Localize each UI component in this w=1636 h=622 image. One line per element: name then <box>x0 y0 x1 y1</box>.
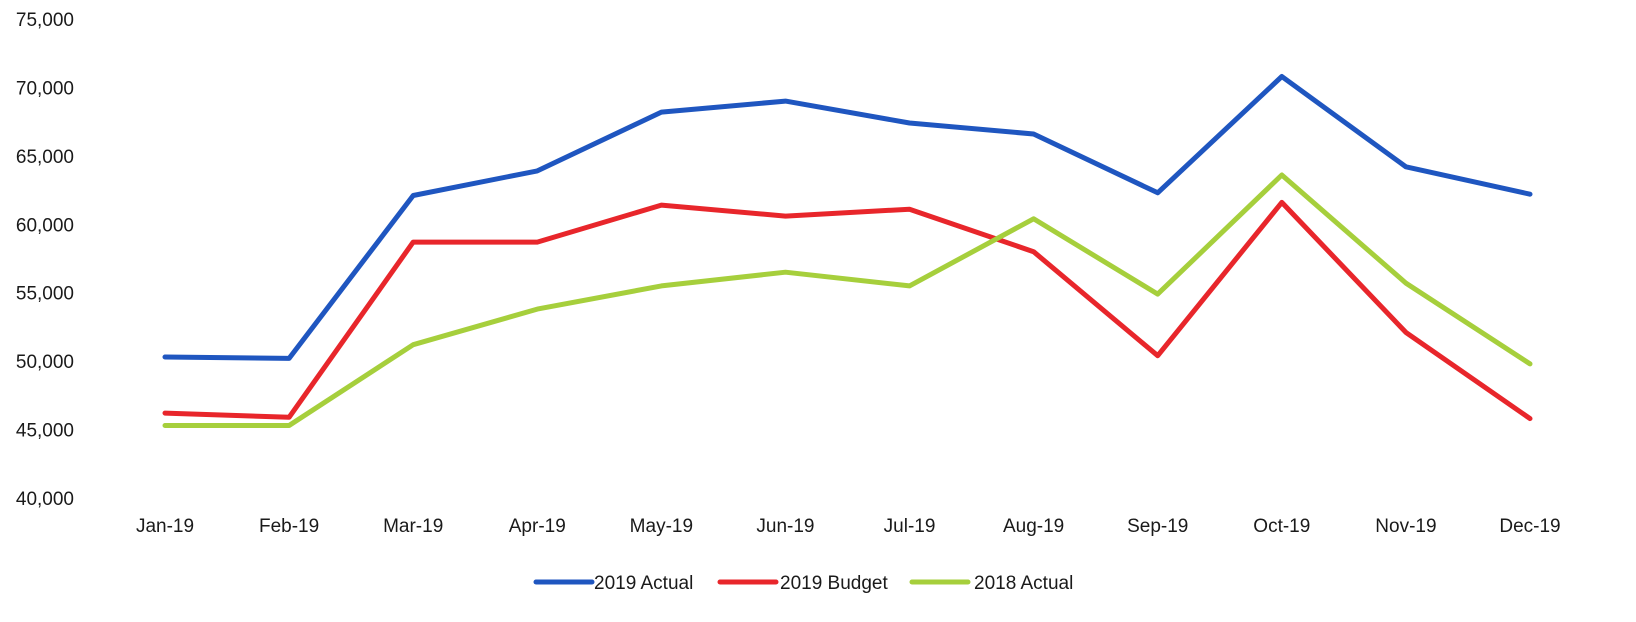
x-tick-label: Mar-19 <box>383 516 443 537</box>
series-layer <box>162 74 1533 428</box>
x-tick-label: Nov-19 <box>1375 516 1436 537</box>
y-axis: 40,000 45,000 50,000 55,000 60,000 65,000 70,0… <box>16 10 74 510</box>
series-2018-actual <box>162 172 1533 428</box>
x-tick-label: Apr-19 <box>509 516 566 537</box>
series-2019-budget <box>162 199 1533 422</box>
x-tick-label: Oct-19 <box>1253 516 1310 537</box>
y-tick-label: 60,000 <box>16 215 74 236</box>
legend-item: 2019 Actual <box>533 573 693 594</box>
series-line <box>162 74 1533 361</box>
legend-item: 2019 Budget <box>717 573 888 594</box>
legend-label: 2018 Actual <box>974 573 1073 594</box>
series-line <box>162 199 1533 422</box>
y-tick-label: 55,000 <box>16 284 74 305</box>
y-tick-label: 75,000 <box>16 10 74 31</box>
x-tick-label: Dec-19 <box>1499 516 1560 537</box>
series-2019-actual <box>162 74 1533 361</box>
x-tick-label: Jan-19 <box>136 516 194 537</box>
y-tick-label: 70,000 <box>16 78 74 99</box>
x-tick-label: Feb-19 <box>259 516 319 537</box>
x-tick-label: Jun-19 <box>756 516 814 537</box>
x-tick-label: Sep-19 <box>1127 516 1188 537</box>
x-tick-label: Aug-19 <box>1003 516 1064 537</box>
legend-item: 2018 Actual <box>909 573 1073 594</box>
x-tick-label: Jul-19 <box>884 516 936 537</box>
y-tick-label: 40,000 <box>16 489 74 510</box>
legend: 2019 Actual 2019 Budget 2018 Actual <box>533 573 1073 594</box>
y-tick-label: 50,000 <box>16 352 74 373</box>
y-tick-label: 45,000 <box>16 421 74 442</box>
x-axis: Jan-19 Feb-19 Mar-19 Apr-19 May-19 Jun-19 Jul-… <box>136 516 1561 537</box>
legend-label: 2019 Budget <box>780 573 888 594</box>
y-tick-label: 65,000 <box>16 147 74 168</box>
series-line <box>162 172 1533 428</box>
legend-label: 2019 Actual <box>594 573 693 594</box>
x-tick-label: May-19 <box>630 516 693 537</box>
